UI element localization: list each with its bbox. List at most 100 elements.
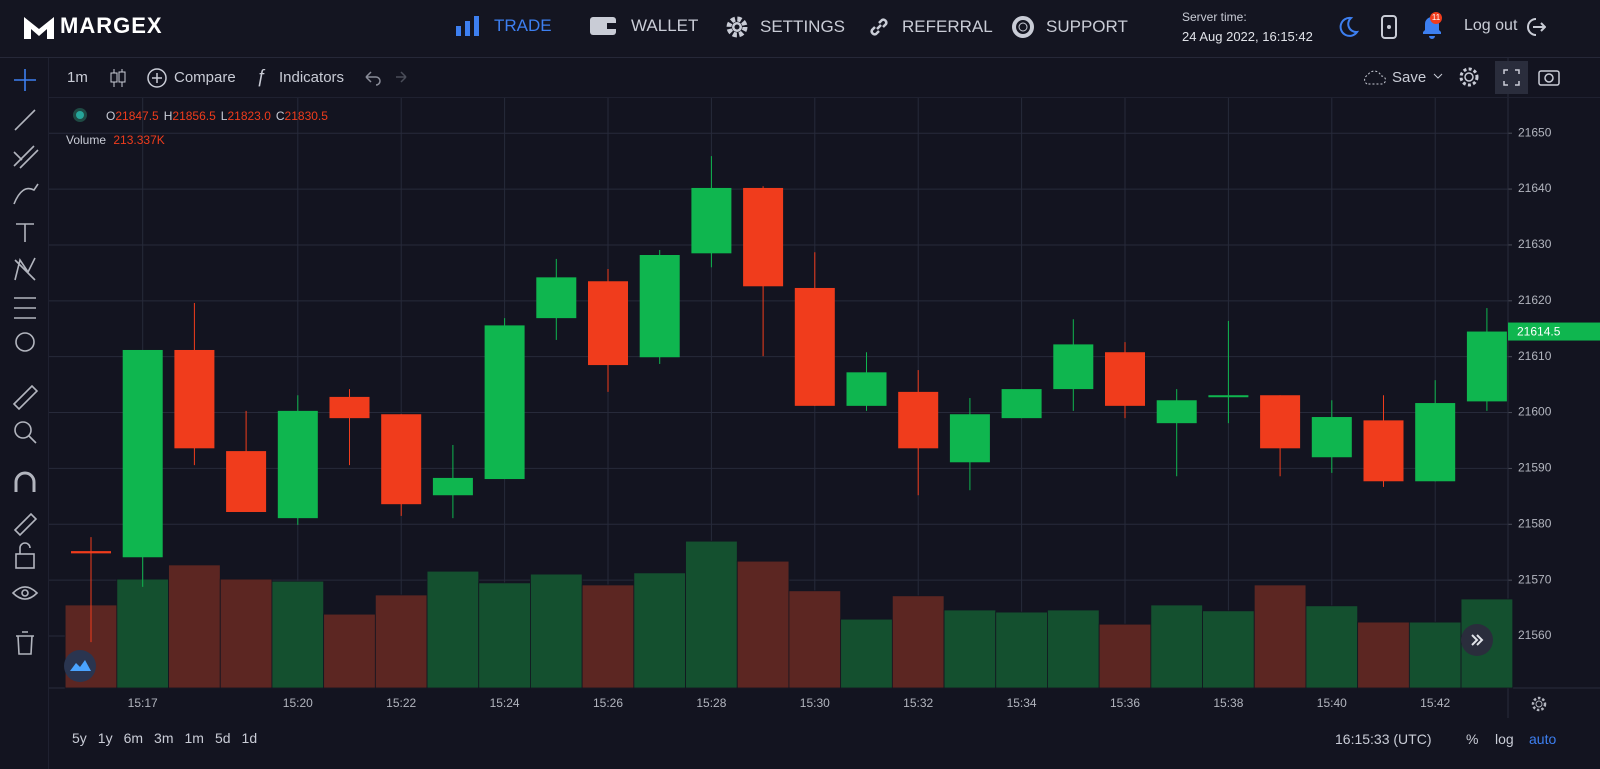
ohlc-label: O [106, 109, 116, 123]
brush-tool[interactable] [13, 183, 39, 205]
candle-body [1415, 403, 1456, 482]
save-menu[interactable] [1433, 71, 1443, 81]
logo[interactable]: MARGEX [60, 13, 163, 38]
fullscreen[interactable] [1495, 61, 1528, 94]
emoji-tool[interactable] [15, 332, 35, 352]
candle-body [1466, 331, 1507, 402]
nav-settings[interactable]: SETTINGS [726, 16, 845, 38]
nav-wallet[interactable]: WALLET [589, 16, 698, 36]
fib-tool[interactable] [13, 145, 39, 169]
y-tick-label: 21580 [1518, 516, 1552, 530]
legend-status [73, 108, 87, 122]
nav-referral[interactable]: REFERRAL [868, 16, 993, 38]
volume-bar [1408, 621, 1462, 689]
crosshair-tool[interactable] [14, 69, 36, 91]
candle-body [122, 349, 163, 558]
candle-body [174, 349, 215, 449]
candle-body [639, 254, 680, 358]
undo-redo[interactable] [362, 69, 412, 87]
candle-body [949, 414, 990, 463]
lock-tool[interactable] [15, 553, 35, 569]
volume-bar [1150, 604, 1203, 689]
y-tick-label: 21560 [1518, 628, 1552, 642]
mobile-app[interactable] [1380, 15, 1398, 39]
indicators-icon: ƒ [256, 66, 267, 86]
candle-body [846, 372, 887, 406]
magnet-tool[interactable] [14, 471, 36, 492]
indicators[interactable]: Indicators [279, 69, 345, 86]
range-button[interactable]: 6m [123, 730, 144, 746]
volume-bar [1305, 605, 1359, 689]
chart-settings[interactable] [1458, 66, 1480, 88]
volume-bar [323, 613, 376, 689]
range-button[interactable]: 5d [214, 730, 231, 746]
interval[interactable]: 1m [67, 69, 88, 86]
range-button[interactable]: 1d [241, 730, 258, 746]
nav-icon [726, 16, 748, 38]
zoom-tool[interactable] [14, 421, 32, 439]
candle-body [484, 325, 525, 480]
prediction-tool[interactable] [14, 297, 36, 319]
text-tool[interactable] [16, 223, 34, 242]
save[interactable]: Save [1392, 69, 1427, 86]
notification-count: 11 [1431, 13, 1441, 22]
candle-body [743, 187, 784, 287]
theme-toggle[interactable] [1337, 16, 1359, 38]
x-tick-label: 15:42 [1420, 696, 1450, 710]
range-button[interactable]: 5y [72, 730, 87, 746]
last-price-label: 21614.5 [1517, 325, 1561, 339]
candle-body [71, 551, 111, 554]
volume-bar [581, 584, 635, 689]
x-tick-label: 15:30 [800, 696, 830, 710]
clock: 16:15:33 (UTC) [1335, 731, 1432, 747]
ruler-tool[interactable] [12, 384, 39, 411]
compare[interactable]: Compare [174, 69, 236, 86]
server-time-label: Server time: [1182, 10, 1247, 24]
range-button[interactable]: 1y [97, 730, 113, 746]
candle-body [432, 477, 473, 496]
trendline-tool[interactable] [14, 109, 36, 131]
logout-icon[interactable] [1524, 16, 1546, 38]
notifications-icon[interactable] [1419, 12, 1445, 40]
lock-drawings-tool[interactable] [13, 512, 38, 537]
scroll-icon [1471, 634, 1484, 646]
x-tick-label: 15:34 [1007, 696, 1037, 710]
x-tick-label: 15:17 [128, 696, 158, 710]
volume-bar [736, 560, 790, 689]
nav-label: SETTINGS [760, 17, 846, 36]
nav-support[interactable]: SUPPORT [1012, 16, 1128, 38]
screenshot[interactable] [1537, 67, 1561, 87]
scroll-to-realtime[interactable] [1461, 624, 1493, 656]
tradingview-logo[interactable] [64, 650, 96, 682]
delete-tool[interactable] [16, 631, 34, 655]
candle-body [1053, 344, 1094, 390]
candle-body [277, 410, 318, 519]
logout[interactable]: Log out [1464, 17, 1518, 34]
compare-icon[interactable] [146, 67, 168, 89]
nav-trade[interactable]: TRADE [455, 16, 552, 36]
volume-bar [1202, 610, 1255, 689]
ohlc-label: C [275, 109, 285, 123]
candle-body [226, 451, 267, 513]
volume-bar [1047, 609, 1100, 689]
candle-body [1156, 400, 1197, 424]
cloud-icon [1364, 70, 1386, 85]
pattern-tool[interactable] [14, 257, 36, 281]
percent-toggle[interactable]: % [1466, 731, 1479, 747]
fullscreen-icon [1503, 69, 1520, 86]
chart-type[interactable] [110, 67, 126, 89]
range-button[interactable]: 3m [154, 730, 174, 746]
x-tick-label: 15:20 [283, 696, 313, 710]
candle-body [691, 187, 732, 254]
nav-icon [1012, 16, 1034, 38]
auto-toggle[interactable]: auto [1529, 731, 1557, 747]
nav-icon [590, 17, 616, 35]
range-buttons: 5y 1y 6m 3m 1m 5d 1d [72, 730, 268, 746]
visibility-tool[interactable] [11, 586, 39, 600]
candle-body [1260, 395, 1301, 449]
header: MARGEX TRADE WALLET SETTINGS REFERRAL SU… [0, 0, 1600, 58]
range-button[interactable]: 1m [184, 730, 204, 746]
log-toggle[interactable]: log [1495, 731, 1514, 747]
axis-settings[interactable] [1529, 694, 1549, 714]
